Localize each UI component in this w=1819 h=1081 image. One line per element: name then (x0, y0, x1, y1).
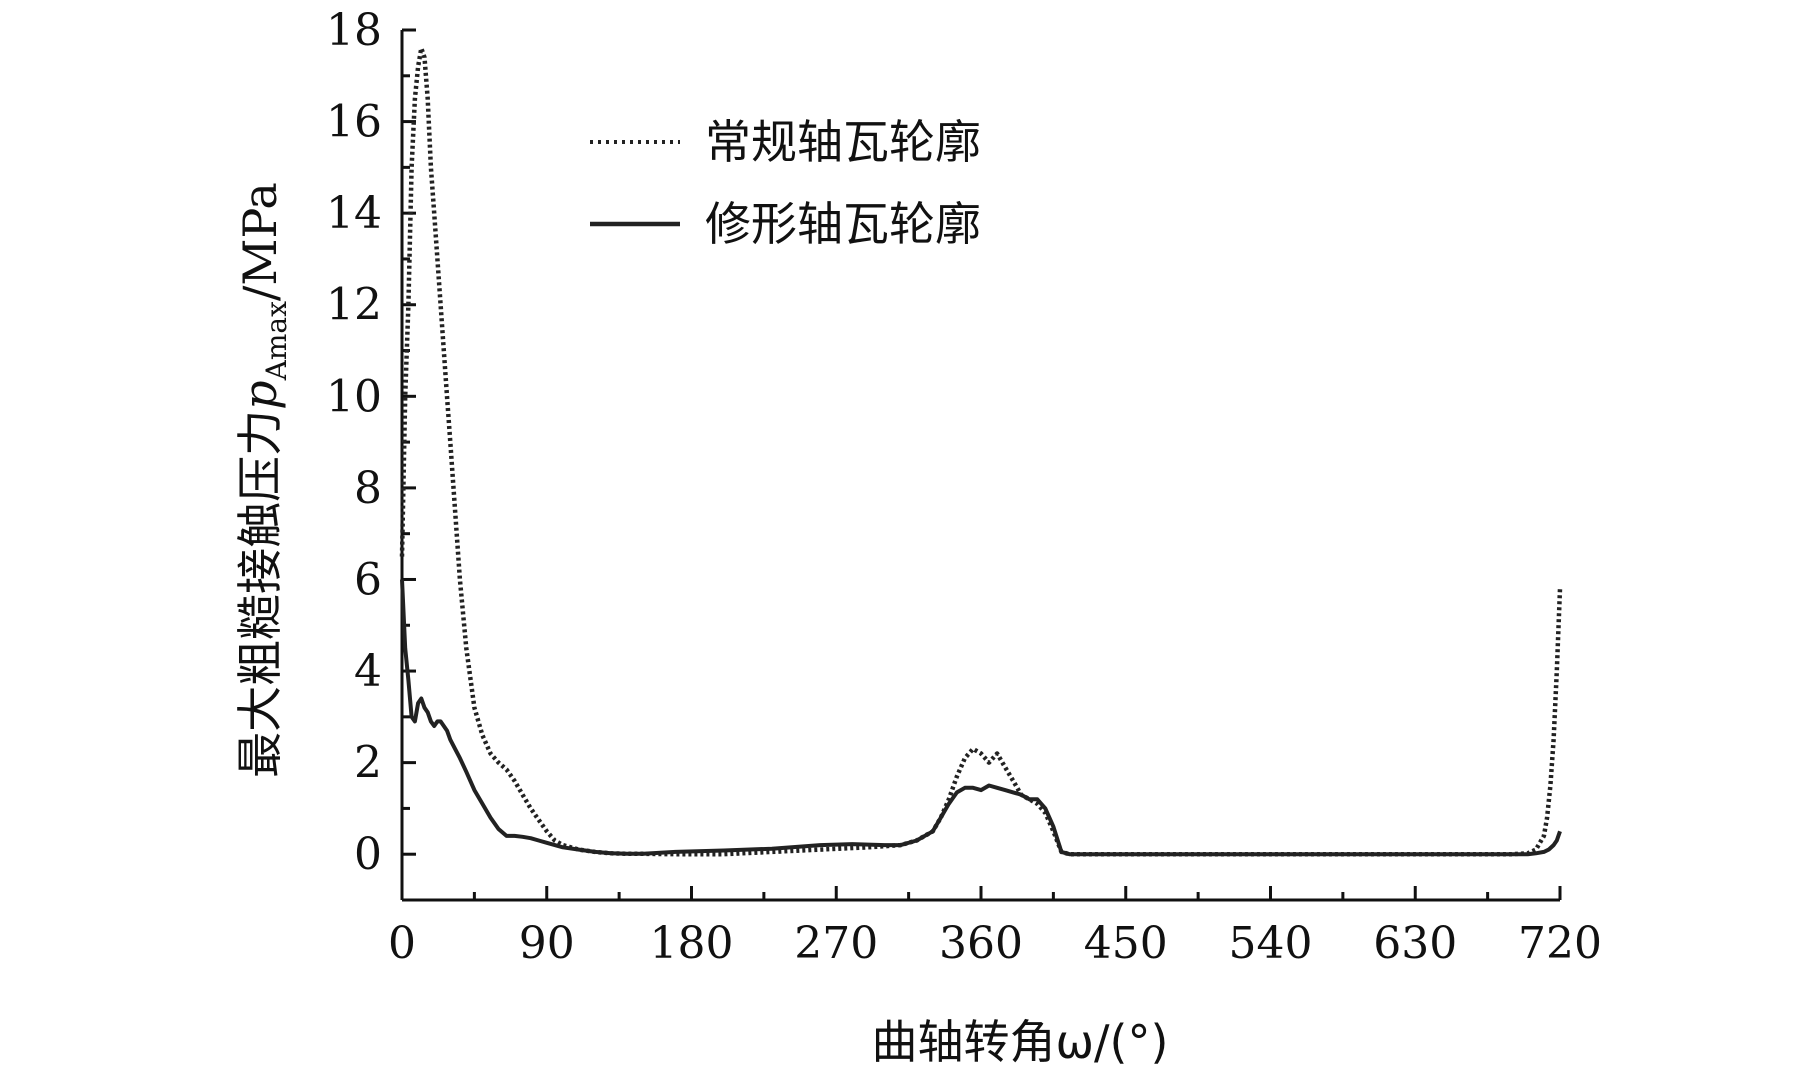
x-tick-label: 90 (519, 918, 575, 969)
y-axis-title: 最大粗糙接触压力pAmax/MPa (233, 182, 293, 778)
y-tick-label: 8 (354, 463, 382, 514)
plot-area: 0 90 180 270 360 450 540 630 720 0 2 4 6 8 10 12 14 16 18 (326, 5, 1602, 969)
y-tick-label: 4 (354, 646, 382, 697)
series-line-conventional (399, 46, 1563, 857)
x-tick-label: 720 (1518, 918, 1602, 969)
y-axis-title-main: 最大粗糙接触压力 (233, 410, 287, 778)
y-tick-label: 12 (326, 280, 382, 331)
series-line-modified (400, 579, 1562, 857)
y-tick-label: 18 (326, 5, 382, 56)
x-tick-label: 0 (388, 918, 416, 969)
series-layer (399, 46, 1563, 857)
y-axis-title-symbol: p (233, 380, 287, 409)
legend: 常规轴瓦轮廓 修形轴瓦轮廓 (590, 115, 981, 251)
legend-label-modified: 修形轴瓦轮廓 (705, 197, 981, 251)
y-axis-title-unit: /MPa (233, 182, 287, 301)
y-tick-label: 14 (326, 188, 382, 239)
legend-label-conventional: 常规轴瓦轮廓 (705, 115, 981, 169)
y-tick-label: 6 (354, 554, 382, 605)
y-ticks: 0 2 4 6 8 10 12 14 16 18 (326, 5, 416, 902)
y-axis-title-subscript: Amax (260, 301, 293, 381)
y-tick-label: 16 (326, 97, 382, 148)
x-tick-label: 270 (794, 918, 878, 969)
y-tick-label: 2 (354, 738, 382, 789)
x-tick-label: 450 (1084, 918, 1168, 969)
x-axis-title: 曲轴转角ω/(°) (872, 1015, 1169, 1069)
x-tick-label: 540 (1229, 918, 1313, 969)
y-tick-label: 10 (326, 371, 382, 422)
x-tick-label: 360 (939, 918, 1023, 969)
y-tick-label: 0 (354, 829, 382, 880)
x-tick-label: 180 (650, 918, 734, 969)
x-ticks: 0 90 180 270 360 450 540 630 720 (388, 886, 1602, 969)
x-tick-label: 630 (1373, 918, 1457, 969)
